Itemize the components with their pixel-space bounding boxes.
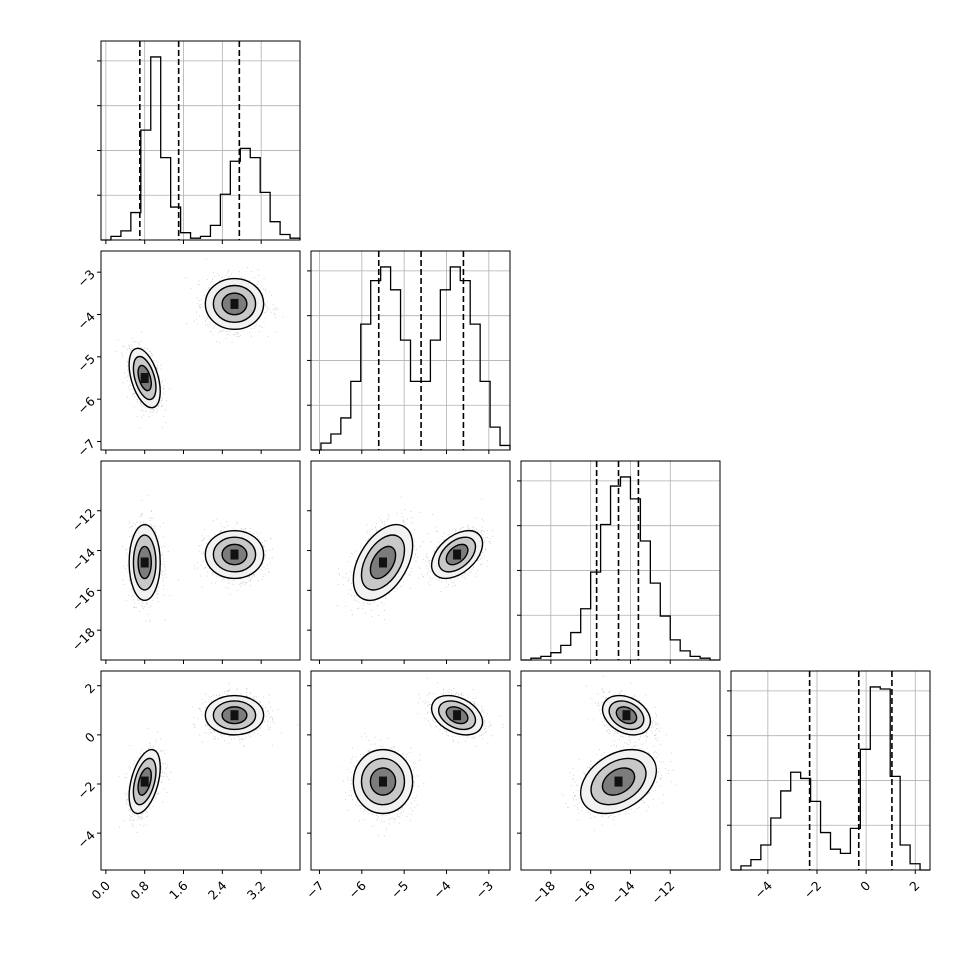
density-peak (140, 373, 149, 384)
density-peak (453, 549, 462, 560)
x-tick-label: 0 (857, 878, 873, 894)
panel-frame (100, 460, 301, 661)
x-tick-label: −16 (569, 878, 598, 907)
x-tick-label: −2 (801, 878, 825, 902)
panel-background (521, 461, 720, 660)
density-peak (230, 549, 239, 560)
density-peak (140, 776, 149, 787)
y-tick-label: −2 (74, 778, 98, 802)
x-tick-label: −6 (345, 878, 369, 902)
x-tick-label: −7 (303, 878, 327, 902)
x-tick-label: −14 (608, 878, 637, 907)
density-peak (230, 710, 239, 721)
x-tick-label: −3 (472, 878, 496, 902)
y-tick-label: −3 (74, 267, 98, 291)
density-peak (614, 776, 623, 787)
histogram-step (311, 266, 511, 451)
y-tick-label: −16 (69, 585, 98, 614)
x-tick-label: 2 (906, 878, 922, 894)
histogram-panel-2 (517, 460, 721, 661)
x-tick-label: 0.8 (127, 878, 152, 903)
y-tick-label: −7 (74, 436, 98, 460)
histogram-panel-1 (307, 250, 511, 451)
x-tick-label: −18 (529, 878, 558, 907)
x-tick-label: 1.6 (166, 878, 191, 903)
panel-frame (310, 250, 511, 451)
histogram-panel-0 (97, 40, 301, 241)
scatter-panel-3-1 (310, 670, 511, 871)
density-peak (140, 557, 149, 568)
y-tick-label: 2 (82, 680, 98, 696)
scatter-panel-2-0 (100, 460, 301, 661)
density-peak (453, 710, 462, 721)
x-tick-label: −4 (751, 878, 775, 902)
density-peak (230, 298, 239, 309)
y-tick-label: −12 (69, 505, 98, 534)
histogram-step (101, 56, 301, 241)
x-tick-label: 3.2 (244, 878, 269, 903)
scatter-panel-2-1 (310, 460, 511, 661)
x-tick-label: −5 (388, 878, 412, 902)
y-tick-label: −4 (74, 309, 98, 333)
panel-frame (310, 460, 511, 661)
panel-frame (310, 670, 511, 871)
y-tick-label: −6 (74, 394, 98, 418)
panel-frame (100, 40, 301, 241)
y-tick-label: 0 (82, 729, 98, 745)
x-tick-label: 0.0 (88, 878, 113, 903)
y-tick-label: −14 (69, 545, 98, 574)
scatter-panel-1-0 (100, 250, 301, 451)
histogram-step (731, 686, 930, 871)
x-tick-label: −12 (648, 878, 677, 907)
panel-frame (520, 670, 721, 871)
panel-frame (520, 460, 721, 661)
panel-background (101, 671, 300, 870)
y-tick-label: −5 (74, 351, 98, 375)
y-tick-label: −4 (74, 827, 98, 851)
y-tick-label: −18 (69, 624, 98, 653)
density-peak (378, 557, 387, 568)
panel-frame (100, 250, 301, 451)
scatter-panel-3-2 (520, 670, 721, 871)
density-peak (622, 710, 631, 721)
panel-background (101, 41, 300, 240)
panel-frame (100, 670, 301, 871)
scatter-points (336, 496, 494, 620)
x-tick-label: 2.4 (205, 878, 230, 903)
histogram-step (521, 476, 720, 661)
density-peak (378, 776, 387, 787)
scatter-panel-3-0 (100, 670, 301, 871)
histogram-panel-3 (727, 670, 931, 871)
x-tick-label: −4 (430, 878, 454, 902)
panel-frame (730, 670, 931, 871)
